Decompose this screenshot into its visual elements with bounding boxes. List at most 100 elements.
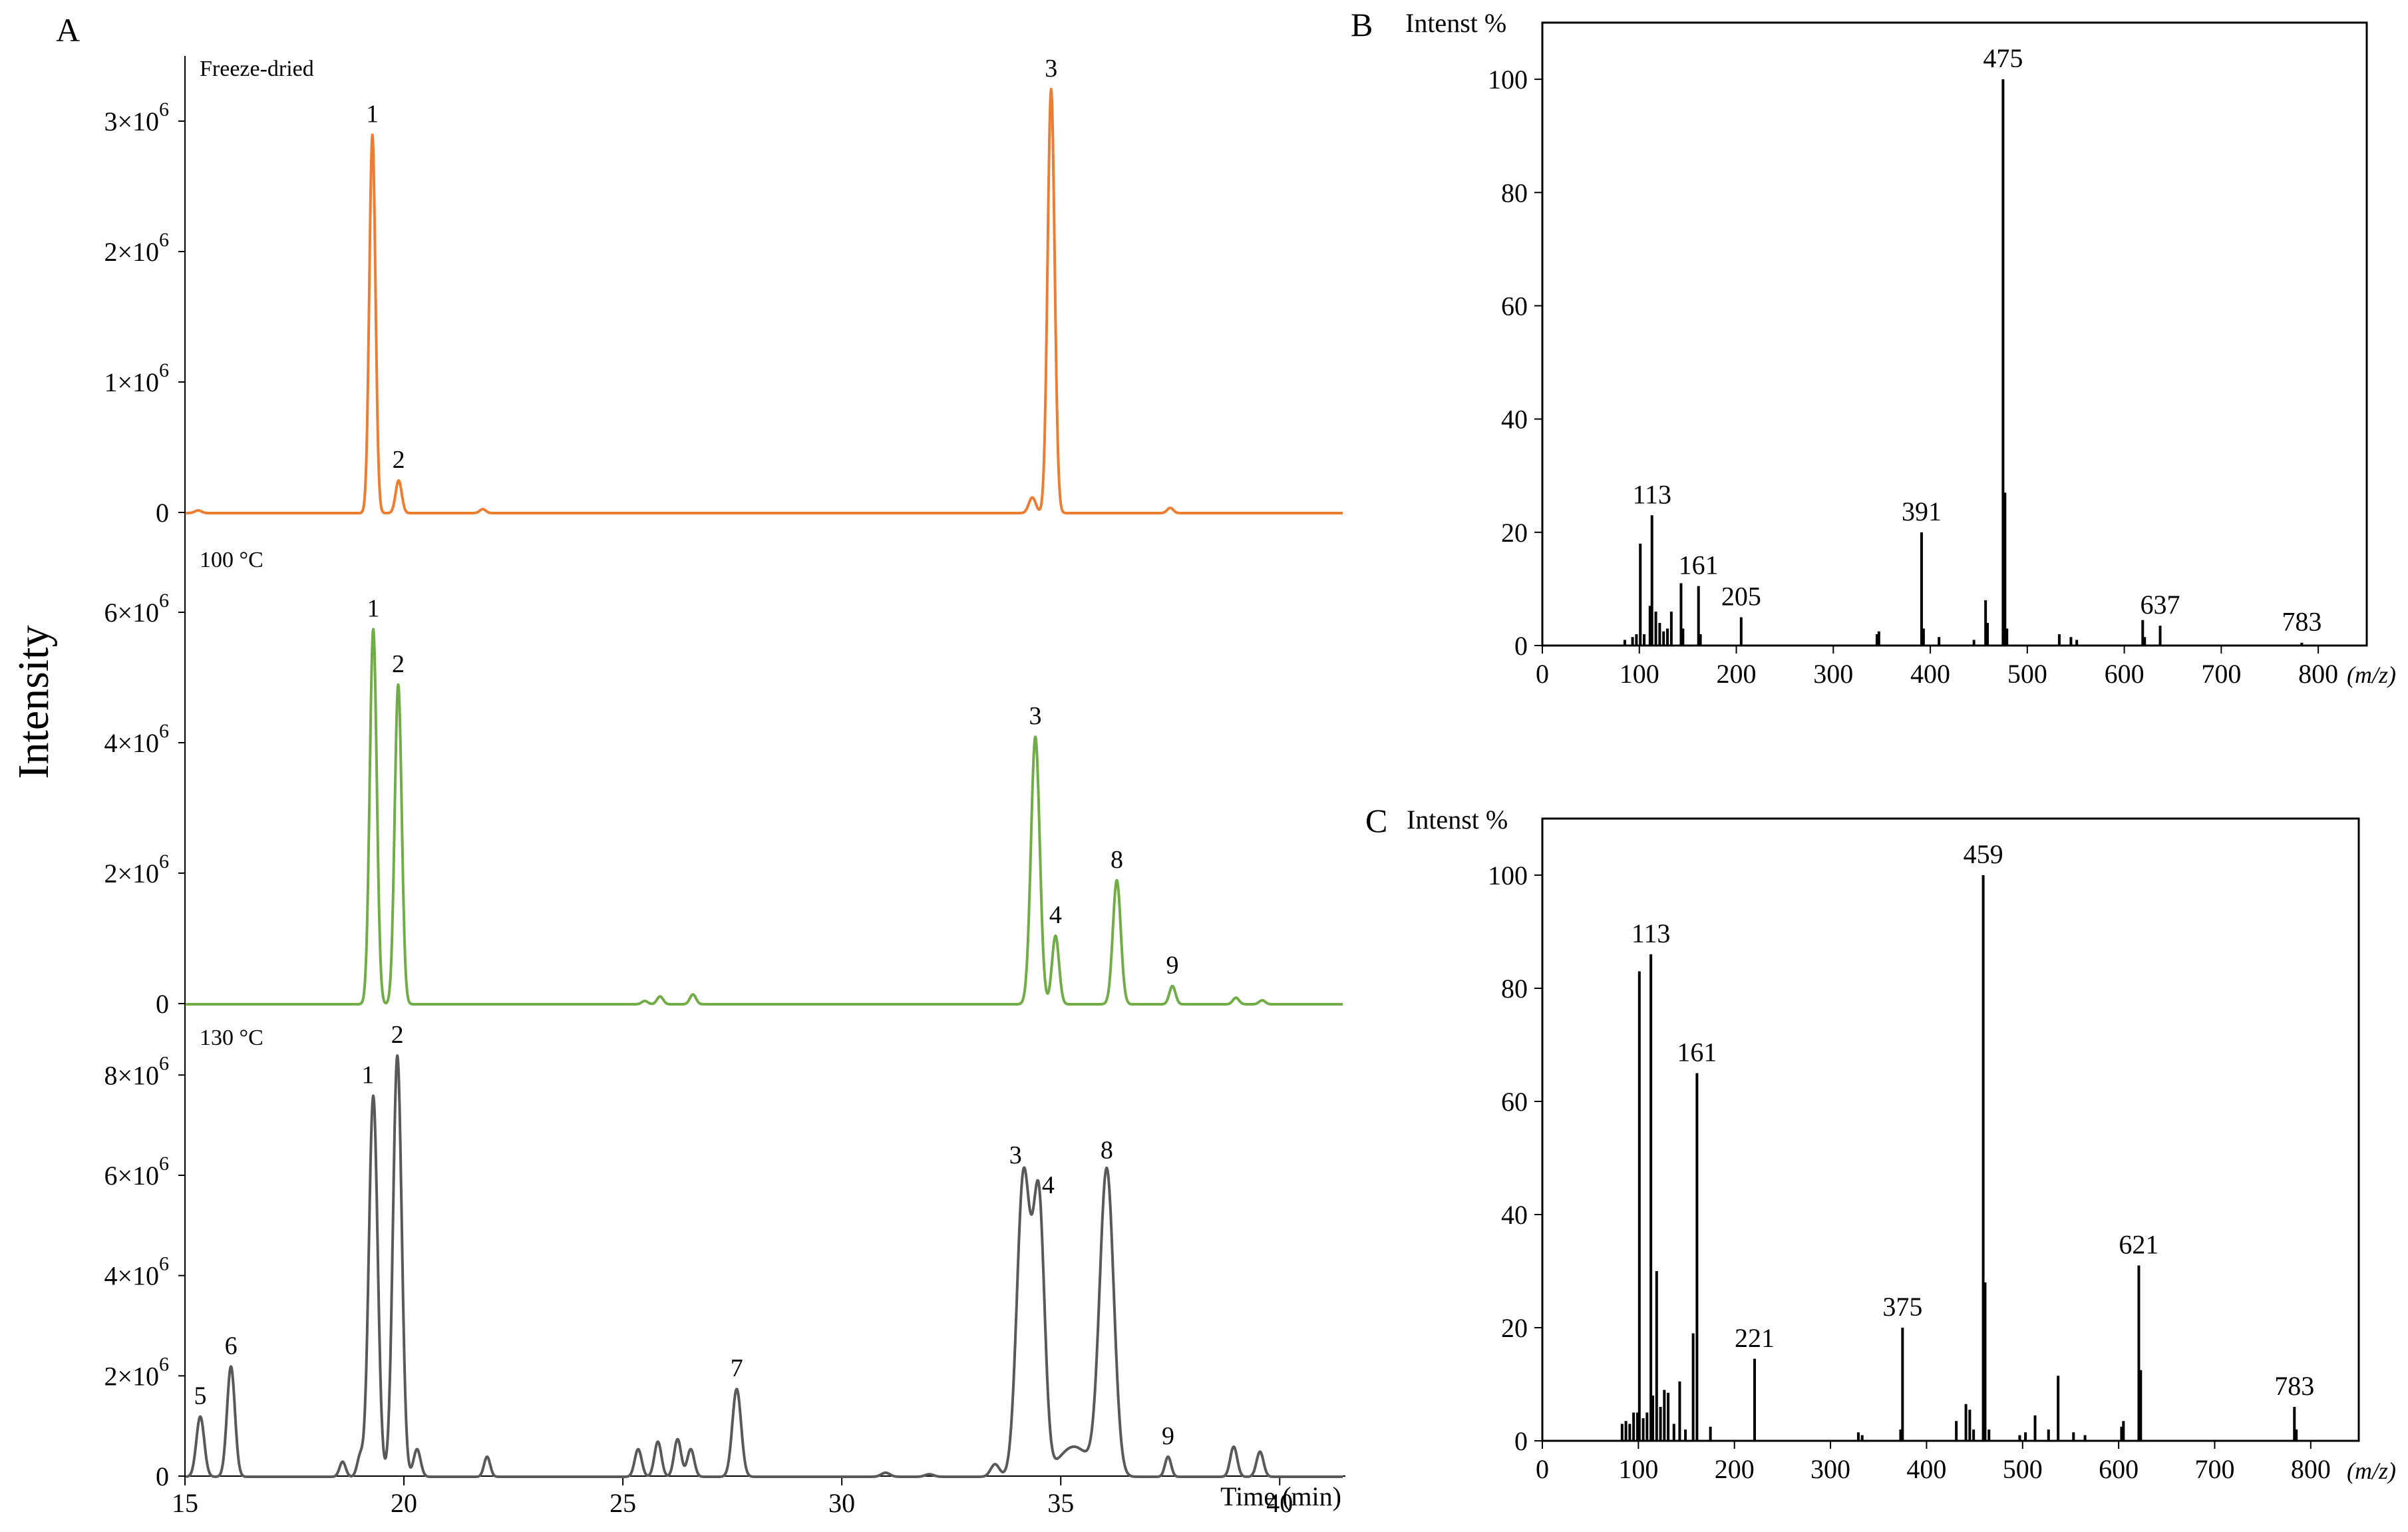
chromatogram-traces: 15 20 25 30 35 40Freeze-dried01×1062×1063×106… — [104, 55, 1345, 1518]
spectrum-peak-label: 783 — [2274, 1371, 2314, 1401]
intensity-tick-label: 6×106 — [104, 1153, 169, 1191]
peak-number-label: 7 — [731, 1354, 743, 1382]
percent-tick-label: 80 — [1501, 974, 1528, 1004]
peak-number-label: 8 — [1101, 1136, 1113, 1164]
intensity-tick-label: 4×106 — [104, 720, 169, 758]
time-tick-label: 20 — [391, 1488, 417, 1518]
peak-number-label: 4 — [1049, 901, 1062, 929]
spectrum-peak-label: 205 — [1721, 581, 1761, 611]
mz-tick-label: 700 — [2201, 659, 2241, 689]
peak-number-label: 2 — [392, 650, 405, 678]
spectrum-peak-label: 161 — [1679, 550, 1719, 580]
spectrum-peak-label: 113 — [1632, 918, 1671, 948]
percent-tick-label: 40 — [1501, 405, 1528, 435]
percent-tick-label: 20 — [1501, 518, 1528, 548]
trace-name-label: 100 °C — [200, 548, 263, 572]
spectrum-peak-label: 459 — [1964, 839, 2003, 869]
mz-tick-label: 800 — [2291, 1454, 2331, 1484]
mz-tick-label: 200 — [1715, 1454, 1755, 1484]
peak-number-label: 2 — [391, 1021, 404, 1049]
peak-number-label: 1 — [361, 1061, 374, 1089]
mass-spectrum-c-panel: C Intenst % (m/z) 0 20 40 60 80 100 0 100 200 300… — [1365, 802, 2396, 1484]
percent-tick-label: 100 — [1488, 861, 1528, 890]
intensity-tick-label: 3×106 — [104, 98, 169, 136]
percent-tick-label: 20 — [1501, 1313, 1528, 1343]
spectrum-peak-label: 637 — [2141, 590, 2180, 620]
mz-tick-label: 600 — [2099, 1454, 2139, 1484]
spectrum-frame — [1541, 817, 2360, 1442]
mz-tick-label: 200 — [1717, 659, 1757, 689]
mz-tick-label: 300 — [1810, 1454, 1850, 1484]
time-tick-label: 15 — [172, 1488, 198, 1518]
panel-letter-c: C — [1365, 802, 1387, 839]
spectrum-c-plot: 0 20 40 60 80 100 0 100 200 300 400 500 600 700 800 113… — [1488, 817, 2360, 1484]
spectrum-peak-label: 783 — [2282, 607, 2322, 637]
spectrum-c-xlabel: (m/z) — [2347, 1457, 2396, 1484]
intensity-tick-label: 8×106 — [104, 1052, 169, 1090]
spectrum-peak-label: 221 — [1735, 1323, 1775, 1353]
intensity-tick-label: 4×106 — [104, 1253, 169, 1291]
peak-number-label: 9 — [1166, 952, 1179, 980]
mz-tick-label: 100 — [1618, 1454, 1658, 1484]
time-axis-label: Time (min) — [1220, 1481, 1341, 1511]
peak-number-label: 6 — [225, 1332, 238, 1360]
mz-tick-label: 500 — [2007, 659, 2047, 689]
spectrum-peak-label: 475 — [1983, 43, 2023, 73]
peak-number-label: 9 — [1162, 1422, 1174, 1450]
time-tick-label: 30 — [828, 1488, 855, 1518]
mz-tick-label: 300 — [1813, 659, 1853, 689]
mz-tick-label: 700 — [2194, 1454, 2234, 1484]
intensity-tick-label: 2×106 — [104, 1353, 169, 1391]
panel-letter-a: A — [56, 11, 80, 49]
chromatogram-trace — [185, 88, 1344, 514]
spectrum-peak-label: 161 — [1677, 1038, 1717, 1067]
percent-tick-label: 60 — [1501, 291, 1528, 321]
intensity-tick-label: 1×106 — [104, 359, 169, 397]
mz-tick-label: 500 — [2003, 1454, 2043, 1484]
percent-tick-label: 40 — [1501, 1200, 1528, 1230]
spectrum-b-ylabel: Intenst % — [1405, 8, 1506, 38]
intensity-tick-label: 6×106 — [104, 590, 169, 628]
intensity-tick-label: 0 — [156, 498, 169, 528]
spectrum-b-plot: 0 20 40 60 80 100 0 100 200 300 400 500 600 700 800 113… — [1488, 21, 2368, 689]
mz-tick-label: 800 — [2298, 659, 2338, 689]
percent-tick-label: 0 — [1514, 1426, 1528, 1456]
peak-number-label: 8 — [1111, 846, 1123, 874]
spectrum-peak-label: 391 — [1902, 496, 1942, 526]
peak-number-label: 3 — [1029, 702, 1042, 730]
intensity-tick-label: 2×106 — [104, 229, 169, 267]
spectrum-peak-label: 621 — [2119, 1230, 2158, 1260]
intensity-tick-label: 0 — [156, 1461, 169, 1491]
mass-spectrum-b-panel: B Intenst % (m/z) 0 20 40 60 80 100 0 100 200 300… — [1351, 6, 2396, 689]
mz-tick-label: 0 — [1536, 659, 1549, 689]
peak-number-label: 5 — [194, 1382, 207, 1410]
spectrum-frame — [1541, 21, 2368, 647]
mz-tick-label: 0 — [1536, 1454, 1549, 1484]
percent-tick-label: 100 — [1488, 65, 1528, 95]
peak-number-label: 3 — [1009, 1141, 1022, 1169]
peak-number-label: 1 — [366, 100, 379, 128]
mz-tick-label: 400 — [1906, 1454, 1946, 1484]
percent-tick-label: 80 — [1501, 178, 1528, 208]
intensity-tick-label: 2×106 — [104, 851, 169, 888]
trace-name-label: 130 °C — [200, 1026, 263, 1050]
spectrum-peak-label: 113 — [1632, 479, 1671, 509]
time-tick-label: 40 — [1266, 1488, 1293, 1518]
peak-number-label: 1 — [367, 595, 379, 623]
spectrum-b-xlabel: (m/z) — [2347, 662, 2396, 688]
chromatogram-panel: A Intensity Time (min) 15 20 25 30 35 40Freez… — [9, 11, 1345, 1518]
chromatogram-trace — [185, 1054, 1344, 1478]
panel-letter-b: B — [1351, 6, 1373, 43]
mz-tick-label: 400 — [1910, 659, 1950, 689]
time-tick-label: 25 — [609, 1488, 636, 1518]
chromatogram-trace — [185, 628, 1344, 1006]
peak-number-label: 4 — [1042, 1171, 1055, 1199]
mz-tick-label: 100 — [1620, 659, 1659, 689]
peak-number-label: 3 — [1045, 55, 1057, 83]
percent-tick-label: 0 — [1514, 631, 1528, 661]
spectrum-peak-label: 375 — [1882, 1292, 1922, 1322]
spectrum-c-ylabel: Intenst % — [1407, 805, 1508, 835]
trace-name-label: Freeze-dried — [200, 57, 314, 81]
percent-tick-label: 60 — [1501, 1087, 1528, 1117]
